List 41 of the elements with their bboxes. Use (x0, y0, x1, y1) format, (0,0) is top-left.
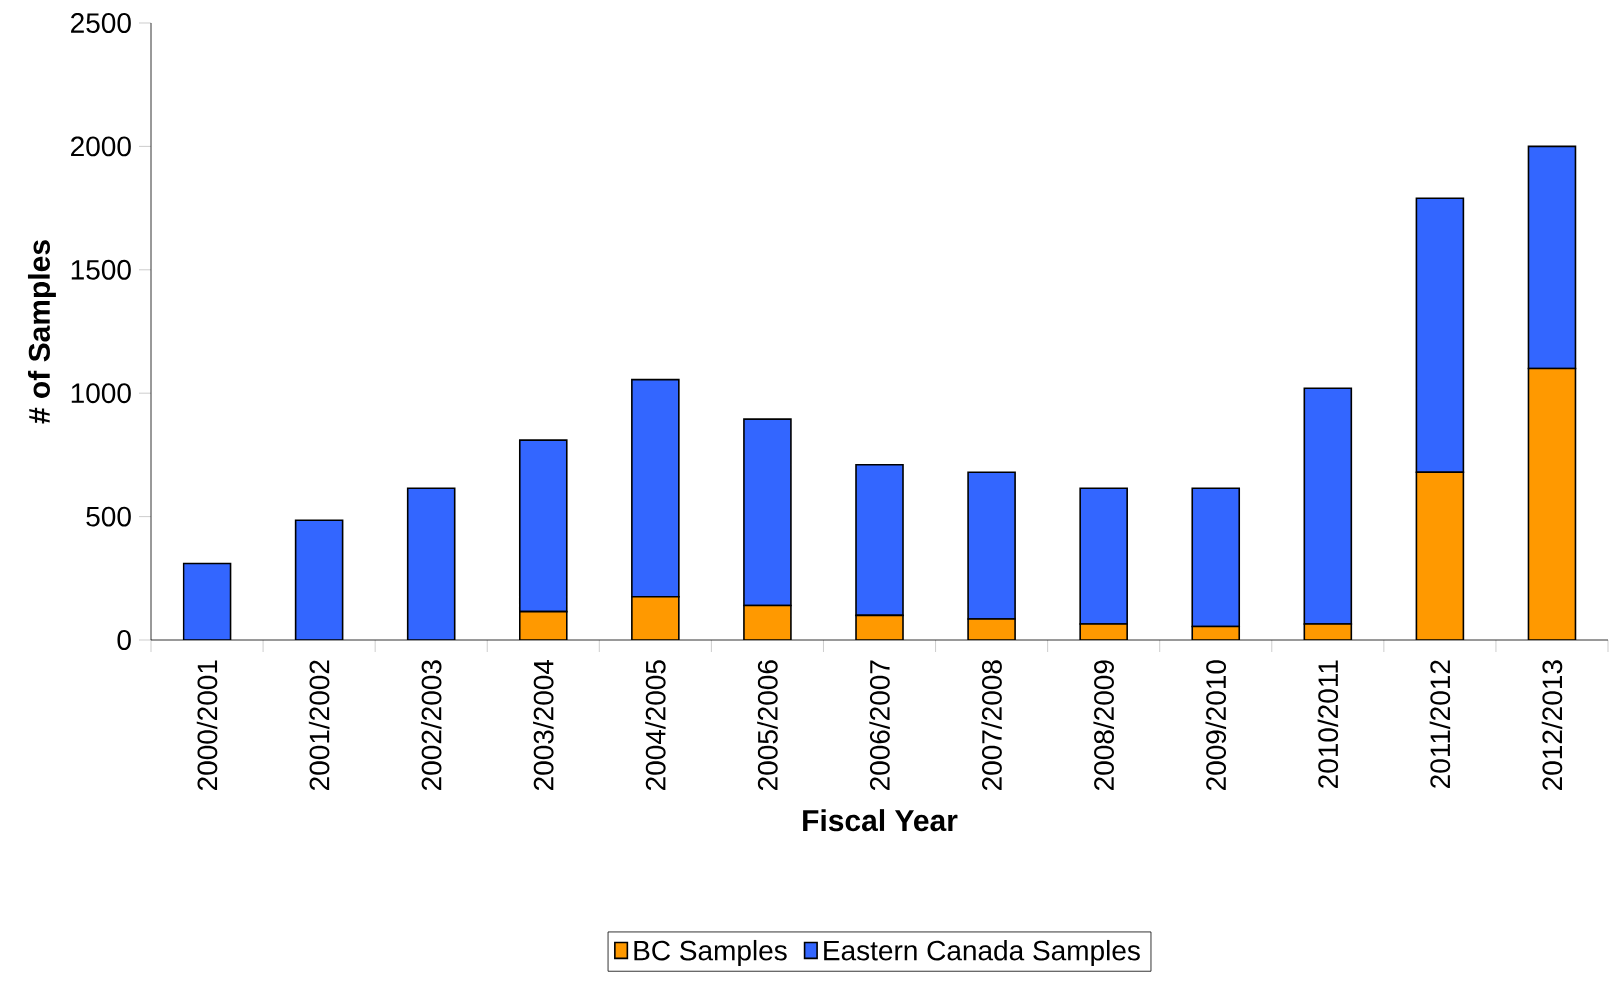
legend-label: Eastern Canada Samples (824, 939, 1140, 967)
y-tick-label: 2500 (71, 13, 131, 33)
bar (294, 519, 344, 640)
y-tick-label: 2000 (71, 136, 131, 157)
bar (743, 604, 792, 640)
x-tick-label: 2008/2009 (1093, 660, 1114, 791)
x-tick-label: 2002/2003 (420, 660, 442, 791)
y-tick-label: 1500 (71, 259, 131, 280)
x-tick-label: 2009/2010 (1205, 660, 1227, 791)
bar (1415, 197, 1465, 473)
x-tick-label: 2012/2013 (1541, 660, 1563, 791)
bar (518, 439, 568, 613)
bar (743, 418, 792, 607)
y-tick-label: 1000 (71, 383, 131, 404)
bar (1191, 487, 1241, 628)
x-axis-title: Fiscal Year (803, 809, 958, 832)
bar (1415, 471, 1465, 640)
x-tick-label: 2007/2008 (981, 660, 1002, 791)
x-tick-label: 2004/2005 (645, 660, 666, 791)
bar (518, 610, 568, 640)
bar (406, 487, 456, 640)
y-tick-label: 0 (117, 630, 131, 650)
x-tick-label: 2000/2001 (196, 660, 218, 791)
x-tick-label: 2003/2004 (532, 659, 554, 791)
x-tick-label: 2011/2012 (1429, 660, 1451, 788)
legend-label: BC Samples (634, 939, 787, 967)
bar (1079, 487, 1128, 625)
bar (631, 378, 680, 598)
x-tick-label: 2001/2002 (308, 660, 330, 791)
bar (1527, 145, 1577, 370)
x-tick-label: 2010/2011 (1317, 660, 1339, 788)
bar (182, 562, 232, 640)
bar (967, 471, 1016, 620)
x-tick-label: 2005/2006 (757, 660, 778, 791)
bar (855, 463, 904, 617)
x-tick-label: 2006/2007 (869, 660, 890, 791)
y-tick-label: 500 (86, 506, 131, 527)
y-axis-title: # of Samples (27, 240, 56, 424)
bar (1303, 387, 1353, 625)
bar (1527, 367, 1577, 640)
bar (631, 596, 680, 640)
